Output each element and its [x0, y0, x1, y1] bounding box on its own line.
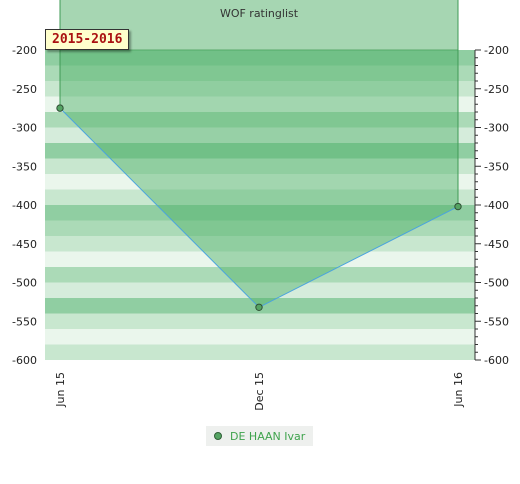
grid-band: [45, 205, 475, 221]
grid-band: [45, 50, 475, 66]
grid-band: [45, 267, 475, 283]
y-tick-label-left: -500: [12, 277, 37, 290]
legend[interactable]: DE HAAN Ivar: [206, 426, 314, 446]
data-point: [454, 202, 462, 211]
y-tick-label-right: -350: [484, 160, 509, 173]
y-tick-label-right: -400: [484, 199, 509, 212]
grid-band: [45, 282, 475, 298]
y-tick-label-left: -600: [12, 354, 37, 367]
y-tick-label-left: -400: [12, 199, 37, 212]
y-tick-label-right: -550: [484, 315, 509, 328]
x-tick-label: Jun 16: [452, 372, 465, 408]
y-tick-label-right: -600: [484, 354, 509, 367]
data-point: [255, 303, 263, 311]
y-tick-label-left: -450: [12, 238, 37, 251]
x-tick-label: Jun 15: [54, 372, 67, 408]
y-tick-label-right: -450: [484, 238, 509, 251]
y-tick-label-left: -200: [12, 44, 37, 57]
legend-swatch-icon: [214, 432, 222, 440]
grid-band: [45, 81, 475, 97]
y-tick-label-right: -250: [484, 83, 509, 96]
chart-title: WOF ratinglist: [220, 7, 299, 20]
data-point: [56, 104, 64, 112]
grid-band: [45, 96, 475, 112]
y-tick-label-left: -300: [12, 122, 37, 135]
grid-band: [45, 65, 475, 81]
season-badge: 2015-2016: [45, 29, 130, 50]
grid-band: [45, 174, 475, 190]
y-tick-label-left: -350: [12, 160, 37, 173]
grid-band: [45, 158, 475, 174]
y-tick-label-right: -300: [484, 122, 509, 135]
grid-band: [45, 329, 475, 345]
grid-band: [45, 236, 475, 252]
y-tick-label-left: -550: [12, 315, 37, 328]
legend-label: DE HAAN Ivar: [230, 429, 306, 443]
y-tick-label-left: -250: [12, 83, 37, 96]
y-tick-label-right: -200: [484, 44, 509, 57]
y-tick-label-right: -500: [484, 277, 509, 290]
grid-band: [45, 112, 475, 128]
grid-band: [45, 251, 475, 267]
x-tick-label: Dec 15: [253, 372, 266, 411]
grid-band: [45, 313, 475, 329]
grid-band: [45, 220, 475, 236]
series-area: [60, 50, 458, 308]
grid-band: [45, 127, 475, 143]
grid-band: [45, 143, 475, 159]
grid-band: [45, 344, 475, 360]
